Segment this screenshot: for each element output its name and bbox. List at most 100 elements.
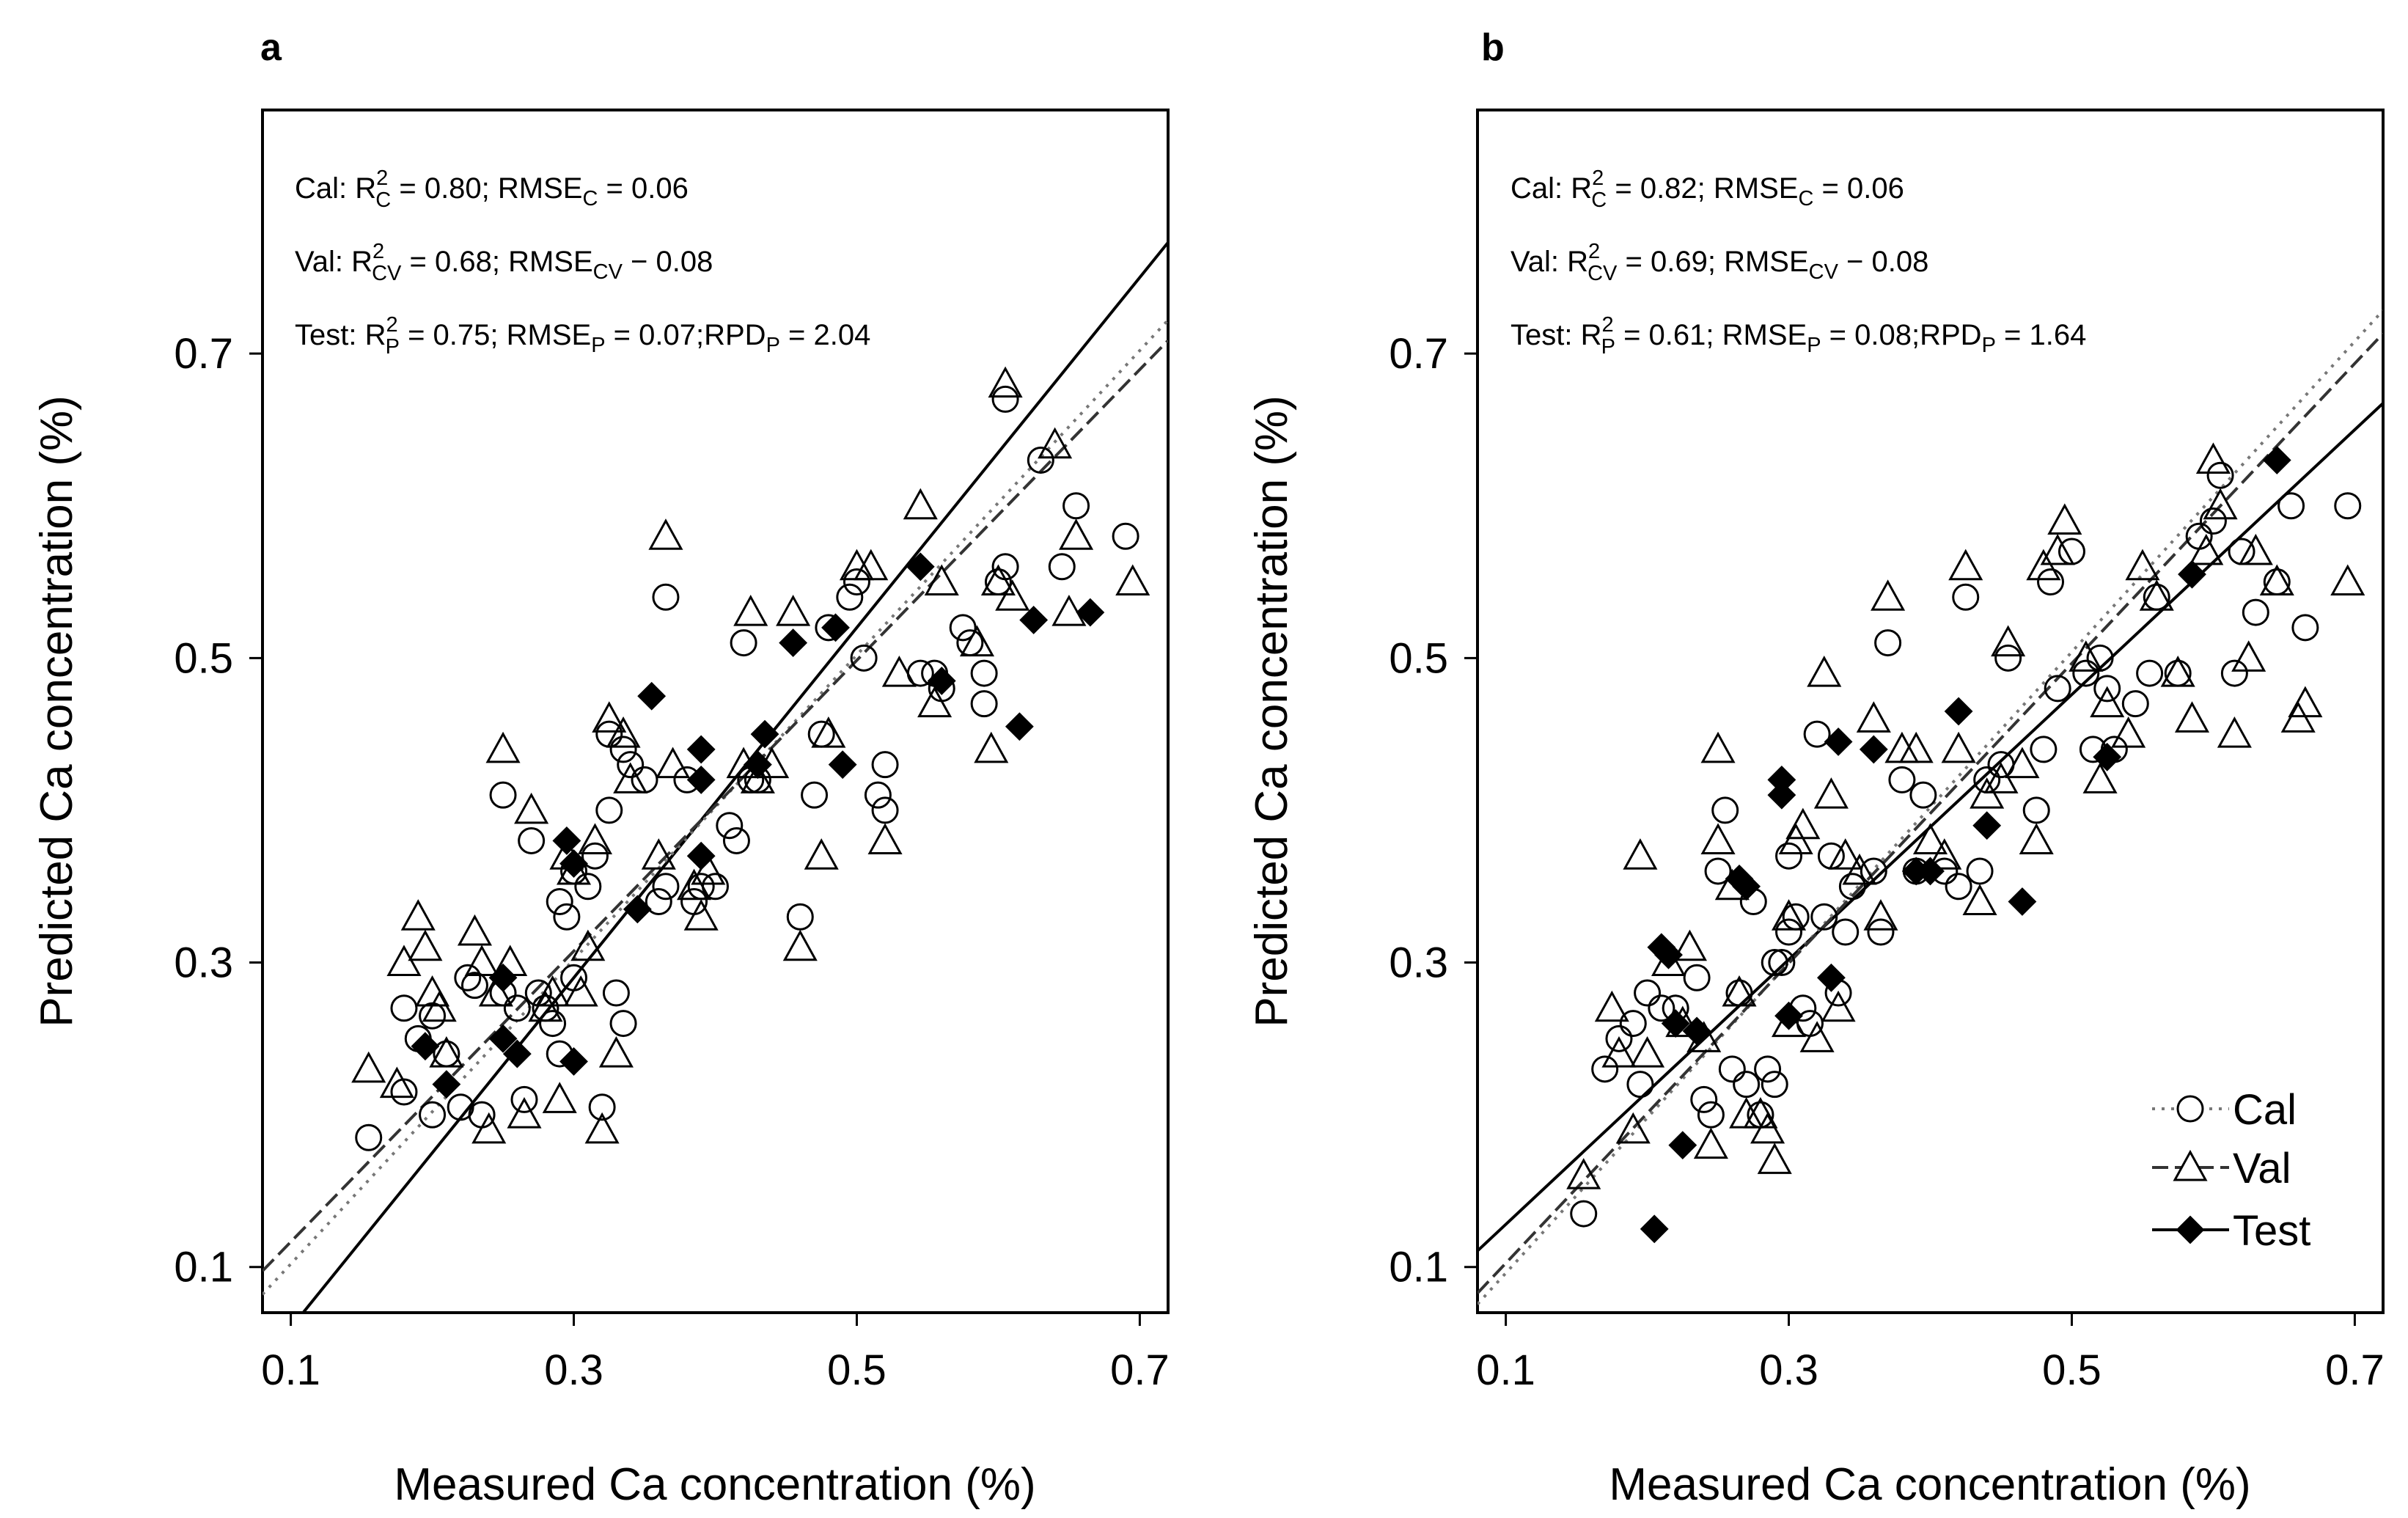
legend-item-test: Test: [2152, 1207, 2310, 1255]
val-point: [1771, 899, 1807, 931]
val-point: [1856, 701, 1891, 733]
panel-a-stat-test: Test: R2 P = 0.75; RMSEP = 0.07;RPDP = 2.…: [295, 313, 870, 359]
cal-point: [801, 781, 829, 809]
test-point: [906, 552, 935, 582]
test-point: [1859, 735, 1888, 764]
val-point: [1566, 1158, 1601, 1189]
val-point: [1948, 549, 1983, 581]
val-point: [1813, 777, 1849, 809]
val-point: [1927, 838, 1962, 870]
val-point: [2040, 533, 2075, 565]
fit-lines: [263, 241, 1168, 1313]
cal-point: [843, 568, 870, 596]
cal-point: [949, 614, 977, 642]
val-point: [2139, 579, 2174, 611]
test-point: [502, 1039, 532, 1068]
cal-point: [581, 842, 609, 870]
test-point: [432, 1070, 461, 1099]
val-point: [1962, 884, 1997, 915]
fit-line-val: [263, 339, 1168, 1272]
cal-point: [1838, 873, 1866, 901]
panel-b-x-axis-label: Measured Ca concentration (%): [1609, 1459, 2250, 1510]
val-point: [400, 899, 436, 931]
val-point: [1700, 823, 1736, 854]
panel-b-stats: Cal: R2 C = 0.82; RMSEC = 0.06 Val: R2 CV …: [1510, 166, 2086, 359]
val-point: [2111, 716, 2146, 748]
test-point: [488, 1024, 518, 1053]
cal-point: [2044, 675, 2071, 703]
cal-point: [2206, 461, 2234, 489]
cal-point: [807, 720, 835, 748]
markers: [1566, 442, 2365, 1244]
val-point: [854, 549, 889, 581]
test-point: [2008, 887, 2037, 916]
val-point: [1038, 427, 1073, 459]
val-point: [471, 1112, 507, 1144]
test-point: [821, 613, 850, 642]
val-point: [1941, 731, 1976, 763]
val-point: [2231, 640, 2266, 672]
cal-point: [1832, 918, 1860, 946]
cal-point: [510, 1085, 538, 1113]
legend-item-cal: Cal: [2152, 1086, 2297, 1134]
cal-point: [2093, 675, 2121, 703]
val-point: [584, 1112, 620, 1144]
test-point: [2093, 742, 2122, 771]
cal-point: [2037, 568, 2065, 596]
val-point: [464, 945, 499, 977]
cal-point: [2030, 736, 2058, 763]
cal-point: [2199, 507, 2227, 535]
val-point: [1630, 1035, 1665, 1068]
panel-b-legend: Cal Val Test: [2152, 1086, 2310, 1255]
cal-point: [419, 1101, 447, 1129]
cal-point: [645, 887, 672, 915]
fit-line-test: [301, 241, 1168, 1313]
val-point: [2330, 564, 2365, 596]
val-point: [641, 838, 676, 870]
val-point: [2195, 442, 2231, 474]
test-point: [686, 841, 716, 870]
test-point: [779, 628, 808, 657]
cal-point: [1683, 964, 1711, 991]
test-point: [1654, 940, 1683, 969]
val-point: [740, 762, 775, 793]
val-point: [1970, 777, 2005, 809]
val-point: [386, 945, 422, 977]
panel-a-stat-val: Val: R2 CV = 0.68; RMSECV − 0.08: [295, 240, 713, 285]
test-point: [1661, 1009, 1690, 1038]
panel-b: b Cal: R2 C = 0.82; RMSEC = 0.06 Val: R2 C…: [1247, 26, 2385, 1510]
cal-point: [1626, 1071, 1654, 1099]
val-point: [422, 990, 457, 1022]
cal-point: [518, 826, 546, 854]
fit-line-cal: [263, 319, 1168, 1296]
val-point: [2280, 701, 2316, 733]
val-point: [1785, 807, 1821, 840]
x-tick-label: 0.3: [1759, 1346, 1818, 1394]
val-point: [2047, 503, 2082, 535]
val-point: [535, 975, 570, 1007]
val-point: [1693, 1127, 1728, 1159]
test-point: [750, 719, 779, 749]
val-point: [656, 747, 691, 779]
y-tick-label: 0.3: [174, 939, 233, 987]
cal-point: [1945, 873, 1972, 901]
cal-point: [468, 1101, 496, 1129]
legend-label-cal: Cal: [2233, 1086, 2297, 1134]
val-point: [811, 716, 846, 748]
val-point: [2217, 716, 2252, 748]
cal-point: [871, 751, 899, 779]
cal-point: [1690, 1085, 1718, 1113]
panel-a: a Cal: R2 C = 0.80; RMSEC = 0.06 Val: R2 C…: [32, 26, 1170, 1510]
cal-point: [1775, 842, 1803, 870]
cal-point: [1648, 994, 1675, 1022]
val-point: [592, 701, 627, 733]
cal-point: [871, 796, 899, 824]
x-tick-label: 0.5: [2042, 1346, 2102, 1394]
cal-point: [652, 583, 680, 611]
cal-point: [2121, 690, 2149, 718]
x-tick-label: 0.7: [1110, 1346, 1170, 1394]
test-point: [1767, 780, 1796, 810]
y-tick-label: 0.5: [1389, 634, 1448, 682]
panel-a-stats: Cal: R2 C = 0.80; RMSEC = 0.06 Val: R2 CV …: [295, 166, 870, 359]
